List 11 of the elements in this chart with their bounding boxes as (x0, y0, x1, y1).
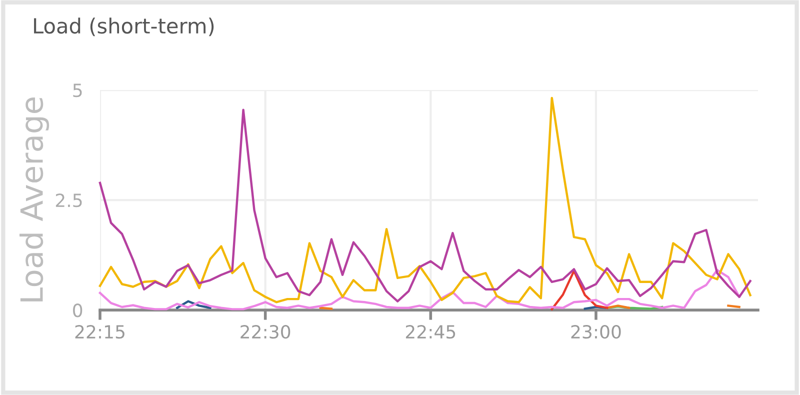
chart-title: Load (short-term) (34, 18, 214, 36)
x-tick-label: 22:15 (75, 324, 124, 339)
x-tick-label: 22:45 (406, 324, 456, 339)
line-series (98, 268, 740, 310)
line-series (550, 270, 608, 310)
x-tick-label: 22:30 (240, 324, 290, 339)
y-tick-label: 5 (73, 84, 82, 98)
y-axis-title: Load Average (19, 97, 50, 302)
y-tick-label: 0 (73, 304, 82, 318)
y-tick-label: 2.5 (56, 194, 82, 208)
x-tick-label: 23:00 (571, 324, 621, 339)
